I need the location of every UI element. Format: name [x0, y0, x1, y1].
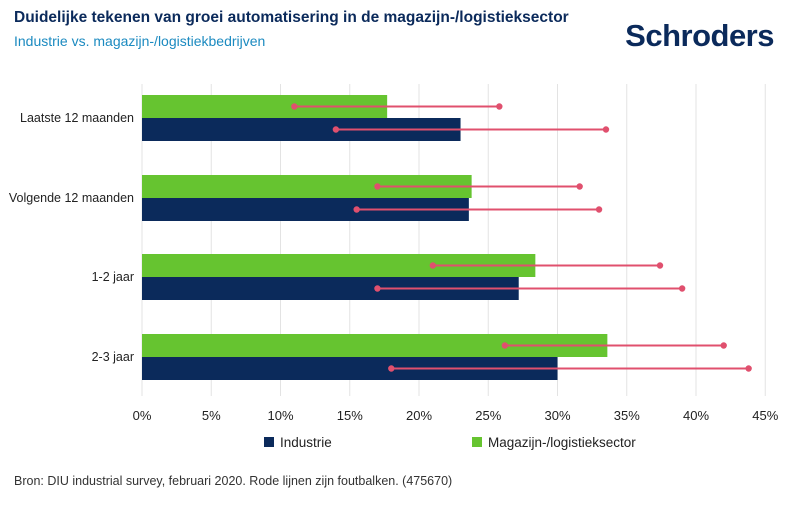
- x-tick-label: 25%: [475, 408, 501, 423]
- bar-industrie: [142, 118, 461, 141]
- error-bars: [291, 103, 752, 372]
- error-bar-high: [745, 365, 752, 372]
- category-label: Volgende 12 maanden: [9, 191, 134, 205]
- bar-industrie: [142, 198, 469, 221]
- x-tick-label: 10%: [267, 408, 293, 423]
- x-tick-label: 20%: [406, 408, 432, 423]
- category-label: 2-3 jaar: [92, 350, 134, 364]
- category-label: Laatste 12 maanden: [20, 111, 134, 125]
- error-bar-low: [374, 285, 381, 292]
- x-tick-label: 40%: [683, 408, 709, 423]
- legend-swatch: [264, 437, 274, 447]
- legend-label: Industrie: [280, 435, 332, 450]
- x-tick-label: 45%: [752, 408, 778, 423]
- bar-industrie: [142, 357, 558, 380]
- error-bar-low: [501, 342, 509, 349]
- error-bar-high: [656, 262, 664, 269]
- error-bar-high: [720, 342, 727, 349]
- category-labels: Laatste 12 maanden Volgende 12 maanden 1-2…: [9, 111, 134, 364]
- x-tick-label: 0%: [133, 408, 152, 423]
- legend-label: Magazijn-/logistieksector: [488, 435, 636, 450]
- legend: Industrie Magazijn-/logistieksector: [264, 435, 636, 450]
- schroders-logo: Schroders: [625, 18, 774, 53]
- x-tick-label: 15%: [337, 408, 363, 423]
- bar-chart: Laatste 12 maanden Volgende 12 maanden 1-2…: [9, 84, 779, 450]
- bar-magazijn: [142, 175, 472, 198]
- bar-industrie: [142, 277, 519, 300]
- error-bar-high: [678, 285, 686, 292]
- error-bar-low: [291, 103, 298, 110]
- x-tick-label: 5%: [202, 408, 221, 423]
- error-bar-low: [332, 126, 340, 133]
- source-note: Bron: DIU industrial survey, februari 20…: [14, 474, 453, 488]
- chart-subtitle: Industrie vs. magazijn-/logistiekbedrijv…: [14, 33, 266, 49]
- x-tick-label: 30%: [544, 408, 570, 423]
- bars: [142, 95, 608, 380]
- chart-title: Duidelijke tekenen van groei automatiser…: [14, 9, 569, 26]
- bar-magazijn: [142, 95, 388, 118]
- error-bar-low: [388, 365, 395, 372]
- bar-magazijn: [142, 334, 608, 357]
- error-bar-high: [576, 183, 583, 190]
- error-bar-low: [374, 183, 381, 190]
- x-tick-label: 35%: [614, 408, 640, 423]
- error-bar-low: [353, 206, 360, 213]
- legend-swatch: [472, 437, 482, 447]
- error-bar-high: [496, 103, 503, 110]
- error-bar-high: [602, 126, 610, 133]
- category-label: 1-2 jaar: [92, 270, 134, 284]
- error-bar-high: [595, 206, 603, 213]
- bar-magazijn: [142, 254, 536, 277]
- x-tick-labels: 0% 5% 10% 15% 20% 25% 30% 35% 40% 45%: [133, 408, 779, 423]
- error-bar-low: [429, 262, 437, 269]
